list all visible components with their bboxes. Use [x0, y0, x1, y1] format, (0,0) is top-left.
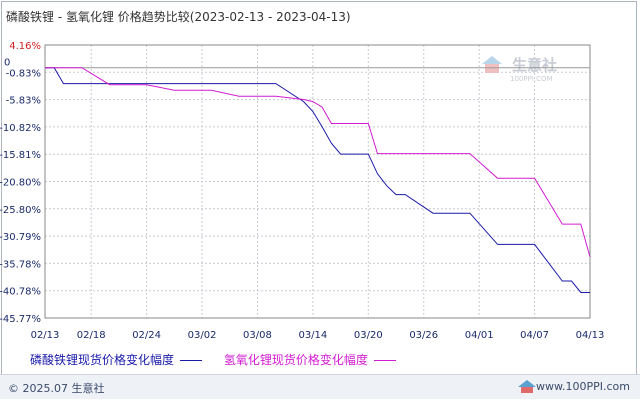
y-tick-label: -20.80%	[0, 177, 41, 188]
footer-bar: © 2025.07 生意社 www.100PPI.com	[0, 374, 640, 399]
y-tick-label: -35.78%	[0, 259, 41, 270]
watermark-roof	[482, 56, 502, 64]
plot-area	[44, 44, 591, 319]
y-tick-label: -40.78%	[0, 287, 41, 298]
x-tick-label: 04/13	[576, 330, 605, 341]
y-tick-label: -45.77%	[0, 314, 41, 325]
x-tick-label: 03/08	[243, 330, 272, 341]
y-tick-label: -5.83%	[6, 96, 41, 107]
grid-lines	[44, 44, 591, 319]
x-tick-label: 02/24	[132, 330, 161, 341]
x-tick-label: 03/14	[298, 330, 327, 341]
series-lines	[45, 67, 591, 293]
legend-label-lioh: 氢氧化锂现货价格变化幅度	[223, 353, 368, 367]
y-tick-label: -0.83%	[6, 68, 41, 79]
series-line-lioh	[45, 67, 591, 258]
watermark-url: 100PPI.COM	[510, 75, 553, 83]
site-link[interactable]: www.100PPI.com	[536, 380, 630, 393]
x-tick-label: 04/07	[520, 330, 549, 341]
x-tick-label: 04/01	[465, 330, 494, 341]
y-tick-label: -15.81%	[0, 150, 41, 161]
watermark-house	[485, 64, 499, 73]
y-tick-label: 4.16%	[9, 41, 41, 52]
x-tick-label: 02/18	[77, 330, 106, 341]
x-tick-label: 03/02	[188, 330, 217, 341]
y-tick-label: 0	[4, 58, 10, 69]
copyright-text: © 2025.07 生意社	[8, 382, 105, 395]
axes	[44, 44, 591, 319]
y-tick-label: -25.80%	[0, 205, 41, 216]
legend-item-lioh: 氢氧化锂现货价格变化幅度	[224, 351, 404, 368]
x-tick-labels: 02/13 02/18 02/24 03/02 03/08 03/14 03/20 03/26…	[31, 330, 605, 341]
y-tick-label: -30.79%	[0, 232, 41, 243]
watermark-brand: 生意社	[512, 56, 557, 74]
legend-item-lfp: 磷酸铁锂现货价格变化幅度	[30, 351, 210, 368]
legend-label-lfp: 磷酸铁锂现货价格变化幅度	[30, 353, 175, 367]
y-tick-labels: 4.16% 0-0.83% -5.83% -10.82% -15.81% -20.80% -…	[0, 41, 41, 325]
x-tick-label: 02/13	[31, 330, 60, 341]
legend-swatch-lfp	[180, 360, 203, 361]
series-line-lfp	[45, 67, 590, 293]
footer-logo-icon	[518, 380, 536, 393]
legend: 磷酸铁锂现货价格变化幅度 氢氧化锂现货价格变化幅度	[30, 351, 404, 368]
chart-title: 磷酸铁锂 - 氢氧化锂 价格趋势比较(2023-02-13 - 2023-04-…	[6, 10, 351, 24]
x-tick-label: 03/20	[354, 330, 383, 341]
y-tick-label: -10.82%	[0, 123, 41, 134]
legend-swatch-lioh	[373, 360, 396, 361]
x-tick-label: 03/26	[409, 330, 438, 341]
